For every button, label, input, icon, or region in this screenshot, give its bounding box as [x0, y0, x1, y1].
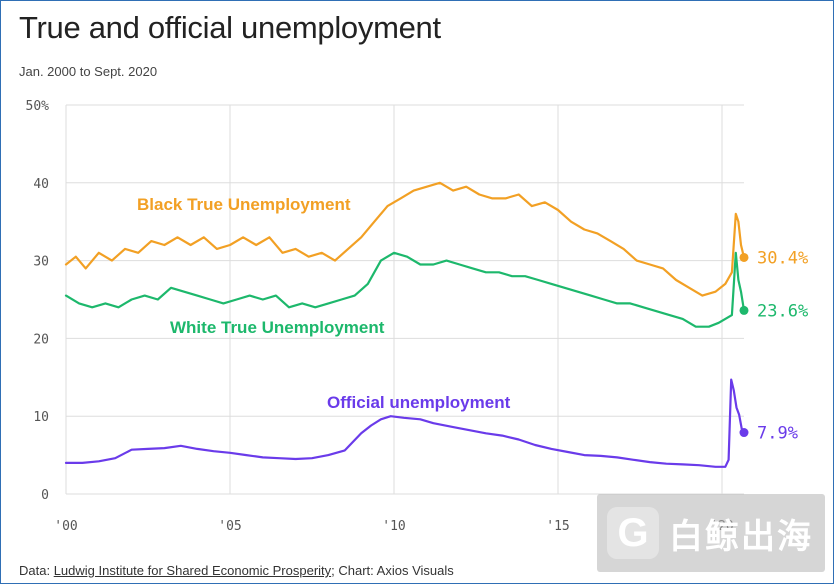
end-value-label-white: 23.6%	[757, 301, 808, 321]
watermark-logo-letter: G	[617, 510, 649, 555]
footer-prefix: Data:	[19, 563, 54, 578]
y-tick-label: 0	[41, 488, 49, 503]
x-tick-label: '00	[54, 519, 77, 534]
end-point-black	[739, 252, 749, 262]
watermark-text: 白鲸出海	[669, 516, 813, 557]
x-tick-label: '15	[546, 519, 569, 534]
chart-footer: Data: Ludwig Institute for Shared Econom…	[19, 563, 454, 578]
end-value-label-black: 30.4%	[757, 248, 808, 268]
series-name-label-white: White True Unemployment	[170, 318, 385, 337]
y-tick-label: 50%	[26, 99, 50, 114]
y-tick-label: 40	[33, 177, 49, 192]
x-tick-label: '10	[382, 519, 405, 534]
gridlines	[65, 104, 744, 495]
y-tick-label: 10	[33, 410, 49, 425]
end-point-official	[739, 428, 749, 438]
series-line-white	[64, 251, 746, 328]
x-tick-label: '05	[218, 519, 241, 534]
end-value-label-official: 7.9%	[757, 424, 798, 444]
series-lines	[64, 181, 749, 468]
series-labels: 30.4% Black True Unemployment 23.6% White T…	[137, 195, 808, 444]
watermark-logo-icon: G	[607, 507, 659, 559]
footer-suffix: ; Chart: Axios Visuals	[331, 563, 454, 578]
series-line-official	[64, 378, 746, 468]
y-tick-label: 30	[33, 255, 49, 270]
series-name-label-black: Black True Unemployment	[137, 195, 351, 214]
end-point-white	[739, 305, 749, 315]
series-name-label-official: Official unemployment	[327, 393, 511, 412]
watermark: G 白鲸出海	[597, 494, 825, 572]
series-line-black	[64, 181, 746, 297]
chart-title: True and official unemployment	[19, 10, 441, 45]
y-tick-label: 20	[33, 332, 49, 347]
chart-subtitle: Jan. 2000 to Sept. 2020	[19, 64, 158, 79]
source-link[interactable]: Ludwig Institute for Shared Economic Pro…	[53, 563, 332, 578]
